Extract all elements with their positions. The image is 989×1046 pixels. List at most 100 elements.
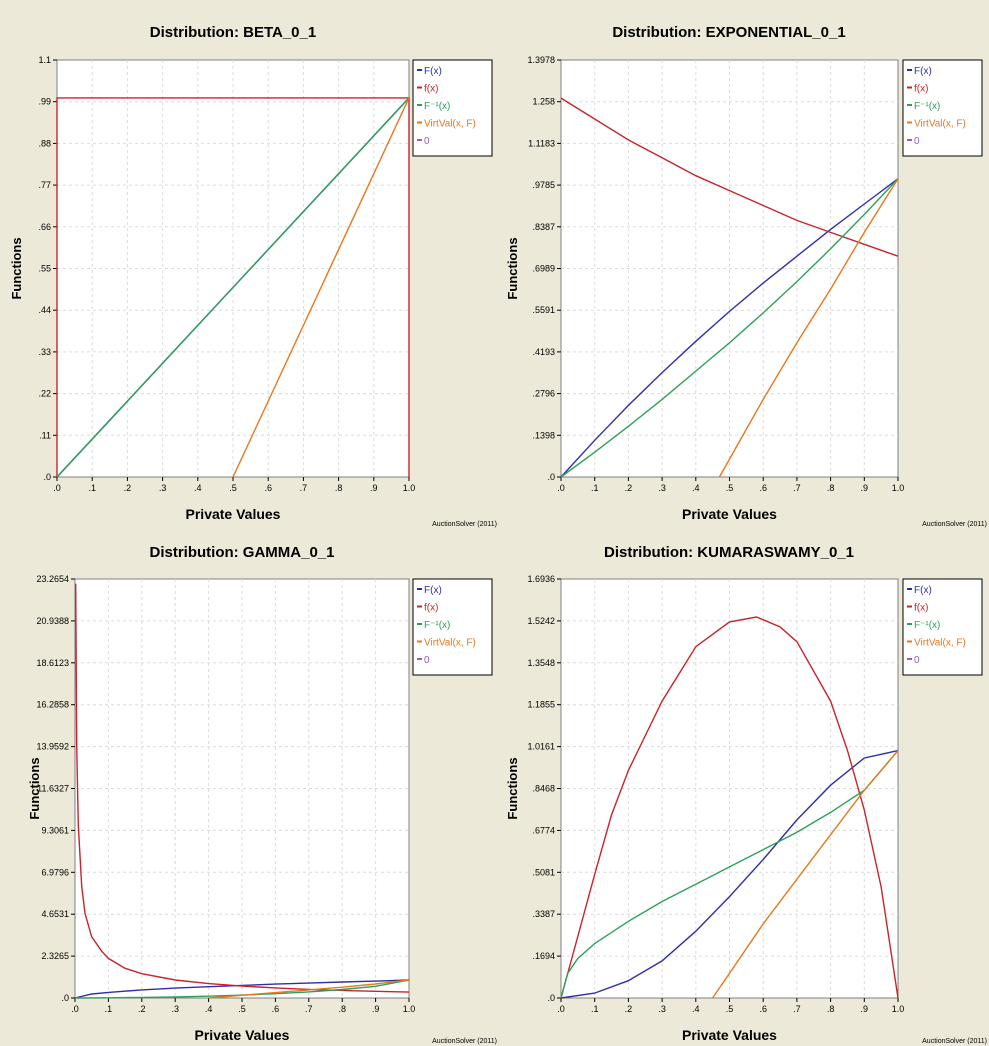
x-tick-label: .5 <box>238 1004 246 1014</box>
x-tick-label: .0 <box>71 1004 79 1014</box>
x-tick-label: .9 <box>861 1004 869 1014</box>
x-tick-label: .7 <box>305 1004 313 1014</box>
legend-entry: 0 <box>914 655 920 666</box>
y-tick-label: .88 <box>38 138 51 148</box>
series-line-3 <box>560 750 899 999</box>
legend-entry: VirtVal(x, F) <box>424 638 476 649</box>
y-tick-label: .1398 <box>532 430 555 440</box>
x-tick-label: .2 <box>138 1004 146 1014</box>
x-tick-label: .6 <box>759 1004 767 1014</box>
legend-box <box>412 59 493 157</box>
legend-entry: f(x) <box>914 84 928 95</box>
legend-entry: VirtVal(x, F) <box>914 638 966 649</box>
chart-panel-1: Distribution: BETA_0_1 .0 .1 .2 .3 .4 .5 .6 .7 .8… <box>9 24 497 528</box>
x-tick-label: 1.0 <box>892 483 905 493</box>
x-tick-label: .4 <box>692 1004 700 1014</box>
legend-box <box>412 578 493 676</box>
y-tick-label: 16.2858 <box>36 700 69 710</box>
x-tick-label: .9 <box>370 483 378 493</box>
legend-entry: F⁻¹(x) <box>424 620 450 631</box>
x-tick-label: .3 <box>658 1004 666 1014</box>
chart-title: Distribution: EXPONENTIAL_0_1 <box>612 24 845 41</box>
x-tick-label: 1.0 <box>403 483 416 493</box>
y-tick-label: .0 <box>61 993 69 1003</box>
y-tick-label: 9.3061 <box>41 825 69 835</box>
chart-panel-3: Distribution: GAMMA_0_1 .0 .1 .2 .3 .4 .5 .6 .7.… <box>27 544 497 1045</box>
y-tick-label: 1.3978 <box>527 55 555 65</box>
y-tick-label: .4193 <box>532 347 555 357</box>
x-tick-label: .4 <box>692 483 700 493</box>
y-tick-label: 11.6327 <box>37 784 69 794</box>
x-tick-label: .9 <box>372 1004 380 1014</box>
series-line-2 <box>560 616 899 999</box>
y-tick-label: 13.9592 <box>36 742 69 752</box>
series-line-1 <box>74 979 410 999</box>
legend-entry: 0 <box>424 655 430 666</box>
series-line-1 <box>560 749 899 999</box>
x-tick-label: .8 <box>827 1004 835 1014</box>
legend-entry: F⁻¹(x) <box>424 101 450 112</box>
x-tick-label: .8 <box>338 1004 346 1014</box>
legend-entry: f(x) <box>914 603 928 614</box>
credit-label: AuctionSolver (2011) <box>922 1038 987 1045</box>
y-tick-label: .9785 <box>532 180 555 190</box>
y-axis-label: Functions <box>27 757 42 819</box>
y-tick-label: .1694 <box>532 951 555 961</box>
y-tick-label: .0 <box>547 472 555 482</box>
legend-entry: f(x) <box>424 84 438 95</box>
x-tick-label: .1 <box>591 1004 599 1014</box>
y-tick-label: 1.6936 <box>527 574 555 584</box>
x-tick-label: .1 <box>105 1004 113 1014</box>
x-tick-label: .5 <box>726 1004 734 1014</box>
y-tick-label: 18.6123 <box>36 658 69 668</box>
x-tick-label: .1 <box>591 483 599 493</box>
series-line-3 <box>560 178 899 478</box>
legend-entry: VirtVal(x, F) <box>424 119 476 130</box>
x-tick-label: .2 <box>625 1004 633 1014</box>
x-tick-label: .0 <box>557 1004 565 1014</box>
x-tick-label: .6 <box>272 1004 280 1014</box>
x-axis-label: Private Values <box>186 506 281 522</box>
x-tick-label: .3 <box>159 483 167 493</box>
x-tick-label: .2 <box>124 483 132 493</box>
legend-entry: F(x) <box>424 66 442 77</box>
y-tick-label: 1.1855 <box>527 700 555 710</box>
x-tick-label: .8 <box>335 483 343 493</box>
chart-panel-2: Distribution: EXPONENTIAL_0_1 .0 .1 .2 .3 .4.… <box>505 24 987 528</box>
x-tick-label: .7 <box>793 483 801 493</box>
y-tick-label: .0 <box>43 472 51 482</box>
series-line-1 <box>560 178 899 478</box>
y-axis-label: Functions <box>9 237 24 299</box>
y-tick-label: .6989 <box>532 264 555 274</box>
legend-entry: F(x) <box>914 66 932 77</box>
y-tick-label: 1.258 <box>532 97 555 107</box>
legend-entry: VirtVal(x, F) <box>914 119 966 130</box>
credit-label: AuctionSolver (2011) <box>432 1038 497 1045</box>
legend-entry: F(x) <box>424 585 442 596</box>
y-tick-label: .44 <box>38 305 51 315</box>
series-line-2 <box>56 97 410 477</box>
x-tick-label: 1.0 <box>403 1004 416 1014</box>
x-tick-label: .7 <box>300 483 308 493</box>
x-tick-label: .9 <box>861 483 869 493</box>
y-axis-label: Functions <box>505 237 520 299</box>
legend-entry: 0 <box>914 136 920 147</box>
x-tick-label: .2 <box>625 483 633 493</box>
legend-box <box>902 59 983 157</box>
y-tick-label: .77 <box>38 180 51 190</box>
series-line-4 <box>232 97 410 478</box>
y-tick-label: .66 <box>38 222 51 232</box>
y-tick-label: .2796 <box>532 389 555 399</box>
x-tick-label: .6 <box>759 483 767 493</box>
credit-label: AuctionSolver (2011) <box>432 521 497 528</box>
x-tick-label: .5 <box>726 483 734 493</box>
x-tick-label: .3 <box>658 483 666 493</box>
series-line-4 <box>712 750 899 999</box>
legend-entry: f(x) <box>424 603 438 614</box>
x-tick-label: .0 <box>557 483 565 493</box>
y-tick-label: .22 <box>38 389 51 399</box>
legend-entry: F(x) <box>914 585 932 596</box>
y-tick-label: 6.9796 <box>41 867 69 877</box>
y-tick-label: .5591 <box>532 305 555 315</box>
